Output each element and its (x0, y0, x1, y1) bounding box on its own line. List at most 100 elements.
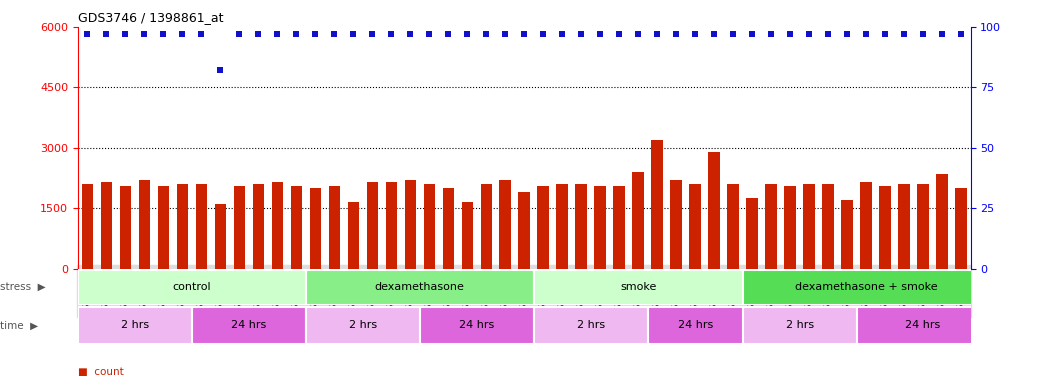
Bar (309, 188, 321, 269)
Point (610, 31, 627, 37)
Bar (595, 186, 606, 269)
Bar (534, 307, 648, 344)
Bar (462, 202, 473, 269)
Bar (842, 200, 853, 269)
Point (326, 31, 343, 37)
Bar (822, 184, 834, 269)
Point (307, 31, 324, 37)
Bar (898, 184, 909, 269)
Text: GDS3746 / 1398861_at: GDS3746 / 1398861_at (78, 11, 223, 24)
Text: 2 hrs: 2 hrs (786, 320, 814, 331)
Point (212, 67, 228, 73)
Bar (192, 307, 306, 344)
Bar (856, 307, 989, 344)
Bar (936, 174, 948, 269)
Bar (803, 184, 815, 269)
Point (592, 31, 608, 37)
Bar (306, 307, 419, 344)
Point (667, 31, 684, 37)
Bar (575, 184, 586, 269)
Point (630, 31, 647, 37)
Point (763, 31, 780, 37)
Point (459, 31, 475, 37)
Bar (785, 186, 796, 269)
Point (288, 31, 304, 37)
Point (744, 31, 761, 37)
Bar (442, 188, 454, 269)
Bar (879, 186, 891, 269)
Point (782, 31, 798, 37)
Bar (272, 182, 283, 269)
Bar (534, 270, 742, 305)
Bar (708, 152, 719, 269)
Bar (139, 180, 151, 269)
Text: dexamethasone: dexamethasone (375, 282, 465, 292)
Bar (366, 182, 378, 269)
Bar (329, 186, 340, 269)
Bar (556, 184, 568, 269)
Bar (481, 184, 492, 269)
Text: 2 hrs: 2 hrs (120, 320, 148, 331)
Bar (158, 186, 169, 269)
Point (706, 31, 722, 37)
Bar (424, 184, 435, 269)
Point (687, 31, 704, 37)
Point (820, 31, 837, 37)
Bar (78, 307, 192, 344)
Bar (728, 184, 739, 269)
Bar (765, 184, 776, 269)
Point (174, 31, 191, 37)
Point (477, 31, 494, 37)
Point (839, 31, 855, 37)
Bar (215, 204, 226, 269)
Bar (652, 140, 663, 269)
Bar (742, 270, 989, 305)
Point (117, 31, 134, 37)
Bar (385, 182, 397, 269)
Point (725, 31, 741, 37)
Bar (499, 180, 511, 269)
Point (573, 31, 590, 37)
Point (516, 31, 532, 37)
Bar (648, 307, 742, 344)
Text: 24 hrs: 24 hrs (905, 320, 940, 331)
Point (79, 31, 95, 37)
Bar (291, 186, 302, 269)
Bar (746, 198, 758, 269)
Text: time  ▶: time ▶ (0, 320, 38, 331)
Bar (742, 307, 856, 344)
Point (535, 31, 551, 37)
Text: control: control (172, 282, 211, 292)
Bar (119, 186, 131, 269)
Bar (689, 184, 701, 269)
Point (554, 31, 571, 37)
Point (914, 31, 931, 37)
Point (364, 31, 381, 37)
Bar (252, 184, 264, 269)
Bar (405, 180, 416, 269)
Point (800, 31, 817, 37)
Bar (195, 184, 207, 269)
Bar (671, 180, 682, 269)
Point (98, 31, 114, 37)
Point (421, 31, 438, 37)
Point (136, 31, 153, 37)
Point (649, 31, 665, 37)
Text: dexamethasone + smoke: dexamethasone + smoke (795, 282, 937, 292)
Text: smoke: smoke (620, 282, 656, 292)
Text: ■  count: ■ count (78, 367, 124, 377)
Point (250, 31, 267, 37)
Text: 24 hrs: 24 hrs (231, 320, 267, 331)
Point (402, 31, 418, 37)
Point (193, 31, 210, 37)
Bar (176, 184, 188, 269)
Point (345, 31, 361, 37)
Bar (306, 270, 534, 305)
Bar (82, 184, 93, 269)
Point (231, 31, 248, 37)
Bar (613, 186, 625, 269)
Point (383, 31, 400, 37)
Text: 24 hrs: 24 hrs (459, 320, 494, 331)
Bar (78, 270, 306, 305)
Point (497, 31, 514, 37)
